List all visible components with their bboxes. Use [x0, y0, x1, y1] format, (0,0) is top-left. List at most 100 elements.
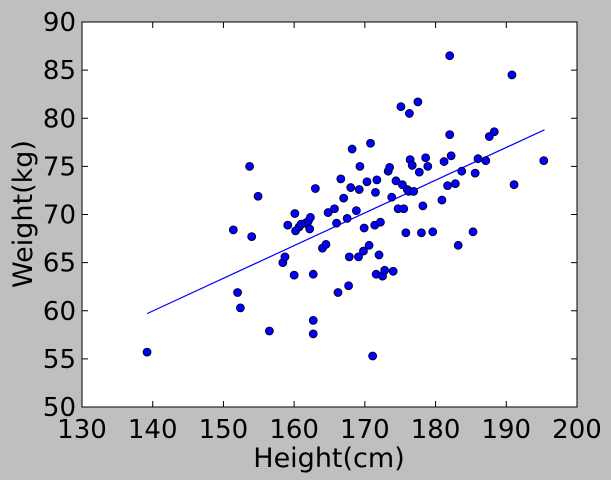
data-point — [305, 224, 315, 234]
y-tick-label: 60 — [43, 297, 76, 327]
data-point — [364, 240, 374, 250]
data-point — [339, 193, 349, 203]
data-point — [354, 252, 363, 262]
y-tick-label: 80 — [43, 104, 76, 134]
data-point — [470, 168, 480, 178]
data-point — [421, 153, 431, 163]
data-point — [346, 183, 356, 192]
data-point — [347, 144, 357, 154]
data-point — [283, 220, 293, 230]
data-point — [388, 266, 398, 276]
data-point — [374, 250, 384, 260]
data-point — [439, 157, 449, 166]
data-point — [409, 186, 419, 196]
data-points-layer — [142, 51, 549, 361]
data-point — [342, 213, 352, 223]
data-point — [371, 187, 380, 197]
data-point — [228, 225, 238, 235]
data-point — [308, 329, 318, 339]
data-point — [489, 127, 499, 137]
data-point — [235, 303, 245, 313]
data-point — [359, 246, 368, 256]
data-point — [290, 209, 300, 218]
data-point — [399, 204, 409, 214]
data-point — [355, 161, 365, 171]
data-point — [437, 195, 447, 205]
data-point — [446, 151, 456, 161]
data-point — [509, 180, 519, 190]
data-point — [401, 228, 411, 238]
data-point — [443, 181, 452, 191]
x-tick-label: 190 — [481, 415, 531, 445]
data-point — [333, 288, 343, 297]
data-point — [368, 351, 378, 361]
y-tick-label: 55 — [43, 345, 76, 375]
data-point — [264, 326, 274, 336]
data-point — [450, 179, 460, 189]
data-point — [418, 201, 428, 211]
x-tick-label: 140 — [128, 415, 178, 445]
data-point — [362, 177, 372, 187]
data-point — [310, 184, 320, 193]
x-tick-label: 200 — [552, 415, 602, 445]
data-point — [507, 70, 517, 80]
ticks-layer: 130 140 150 160 170 180 190 200 50 55 60 65 70 75 80 85… — [43, 8, 602, 445]
y-tick-label: 50 — [43, 393, 76, 423]
y-axis-label: Weight(kg) — [8, 140, 39, 288]
data-point — [417, 228, 426, 238]
x-tick-label: 160 — [269, 415, 319, 445]
y-tick-label: 65 — [43, 249, 76, 279]
data-point — [142, 347, 152, 357]
data-point — [414, 167, 424, 177]
x-tick-label: 180 — [411, 415, 461, 445]
data-point — [332, 218, 341, 228]
data-point — [457, 166, 467, 176]
data-point — [323, 208, 333, 217]
data-point — [245, 161, 254, 171]
data-point — [445, 130, 455, 140]
x-tick-label: 130 — [57, 415, 107, 445]
y-tick-label: 75 — [43, 152, 76, 182]
x-axis-label: Height(cm) — [253, 443, 404, 474]
y-tick-label: 70 — [43, 201, 76, 231]
y-tick-label: 85 — [43, 56, 76, 86]
x-tick-label: 150 — [199, 415, 249, 445]
data-point — [344, 281, 353, 291]
data-point — [423, 161, 433, 171]
data-point — [376, 217, 385, 227]
data-point — [359, 223, 369, 233]
data-point — [351, 206, 361, 216]
data-point — [413, 97, 423, 107]
data-point — [330, 204, 339, 214]
data-point — [445, 51, 455, 61]
data-point — [366, 138, 375, 148]
data-point — [405, 109, 414, 118]
data-point — [396, 102, 406, 112]
data-point — [473, 154, 483, 164]
data-point — [336, 174, 346, 184]
data-point — [308, 269, 318, 279]
data-point — [253, 191, 263, 201]
data-point — [428, 227, 438, 237]
data-point — [306, 212, 315, 222]
data-point — [539, 156, 549, 166]
data-point — [385, 162, 395, 172]
data-point — [247, 232, 257, 242]
data-point — [391, 176, 401, 186]
data-point — [233, 288, 242, 297]
data-point — [280, 252, 290, 262]
data-point — [321, 239, 331, 249]
data-point — [407, 161, 417, 170]
data-point — [354, 185, 364, 194]
data-point — [344, 252, 354, 262]
data-point — [308, 315, 318, 325]
data-point — [387, 192, 397, 202]
data-point — [468, 227, 478, 237]
data-point — [453, 240, 463, 250]
data-point — [380, 265, 390, 275]
data-point — [481, 156, 491, 166]
x-tick-label: 170 — [340, 415, 390, 445]
data-point — [372, 175, 382, 185]
data-point — [289, 270, 299, 280]
